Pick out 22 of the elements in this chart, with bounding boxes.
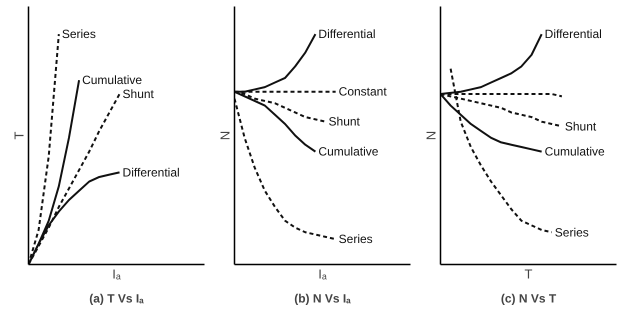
series-label: Differential bbox=[122, 165, 180, 180]
y-axis-title: N bbox=[218, 130, 232, 140]
text: (a) T Vs Iₐ bbox=[89, 292, 144, 306]
y-axis-title: N bbox=[424, 130, 438, 140]
series-label: Differential bbox=[318, 27, 376, 42]
series-label: Shunt bbox=[122, 87, 155, 102]
x-axis-title: T bbox=[524, 266, 533, 282]
series-label: Shunt bbox=[328, 114, 361, 129]
text: (c) N Vs T bbox=[500, 292, 557, 306]
series-label: Series bbox=[338, 232, 373, 246]
series-label: Cumulative bbox=[82, 73, 142, 88]
x-axis-title: Iₐ bbox=[112, 266, 121, 282]
series-label: Cumulative bbox=[544, 144, 605, 159]
series-label: Series bbox=[62, 27, 96, 42]
series-label: Shunt bbox=[564, 119, 597, 134]
series-label: Differential bbox=[544, 27, 602, 42]
text: (b) N Vs Iₐ bbox=[294, 292, 352, 306]
series-label: Cumulative bbox=[318, 144, 379, 159]
series-label: Constant bbox=[338, 84, 388, 99]
series-label: Series bbox=[554, 225, 589, 240]
x-axis-title: Iₐ bbox=[318, 266, 327, 282]
y-axis-title: T bbox=[12, 131, 26, 140]
